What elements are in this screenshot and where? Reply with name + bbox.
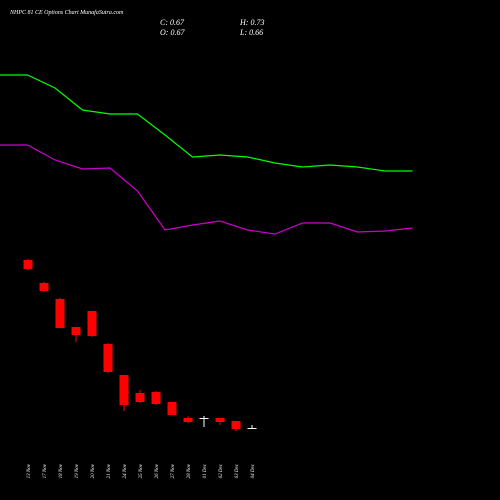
- candle-body: [71, 327, 81, 335]
- candle-body: [23, 260, 33, 269]
- x-tick-label: 19 Nov: [75, 463, 80, 478]
- candle-body: [103, 344, 113, 372]
- candle-body: [167, 402, 177, 415]
- overlay-line: [0, 74, 413, 172]
- ohlc-label: L:: [239, 28, 247, 37]
- candle-body: [199, 418, 209, 419]
- x-tick-label: 27 Nov: [171, 463, 176, 478]
- ohlc-value: 0.67: [170, 28, 185, 37]
- x-tick-label: 24 Nov: [123, 463, 128, 478]
- x-tick-label: 17 Nov: [43, 463, 48, 478]
- candle-body: [87, 311, 97, 336]
- ohlc-summary: C: 0.67: [160, 18, 185, 27]
- candle-body: [231, 421, 241, 429]
- candle-body: [55, 299, 65, 328]
- x-tick-label: 03 Dec: [235, 463, 240, 478]
- ohlc-value: 0.67: [170, 18, 185, 27]
- candle-body: [215, 418, 225, 422]
- candle-body: [183, 418, 193, 422]
- ohlc-summary: H: 0.73: [239, 18, 264, 27]
- x-tick-label: 21 Nov: [107, 463, 112, 478]
- candle-body: [39, 283, 49, 291]
- chart-title: NHPC 81 CE Options Chart MunafaSutra.com: [9, 9, 124, 16]
- ohlc-summary: L: 0.66: [239, 28, 263, 37]
- x-tick-label: 13 Nov: [27, 463, 32, 478]
- x-tick-label: 02 Dec: [219, 463, 224, 478]
- x-tick-label: 28 Nov: [187, 463, 192, 478]
- ohlc-summary: O: 0.67: [160, 28, 185, 37]
- candle-body: [151, 392, 161, 404]
- x-tick-label: 20 Nov: [91, 463, 96, 478]
- ohlc-label: C:: [160, 18, 168, 27]
- x-tick-label: 25 Nov: [139, 463, 144, 478]
- ohlc-label: O:: [160, 28, 169, 37]
- x-tick-label: 01 Dec: [203, 463, 208, 478]
- overlay-line: [0, 144, 413, 235]
- x-tick-label: 26 Nov: [155, 463, 160, 478]
- x-tick-label: 18 Nov: [59, 463, 64, 478]
- ohlc-value: 0.73: [250, 18, 264, 27]
- candle-body: [247, 428, 257, 429]
- ohlc-value: 0.66: [249, 28, 263, 37]
- candle-body: [135, 393, 145, 402]
- x-tick-label: 04 Dec: [251, 463, 256, 478]
- candle-body: [119, 375, 129, 405]
- ohlc-label: H:: [239, 18, 249, 27]
